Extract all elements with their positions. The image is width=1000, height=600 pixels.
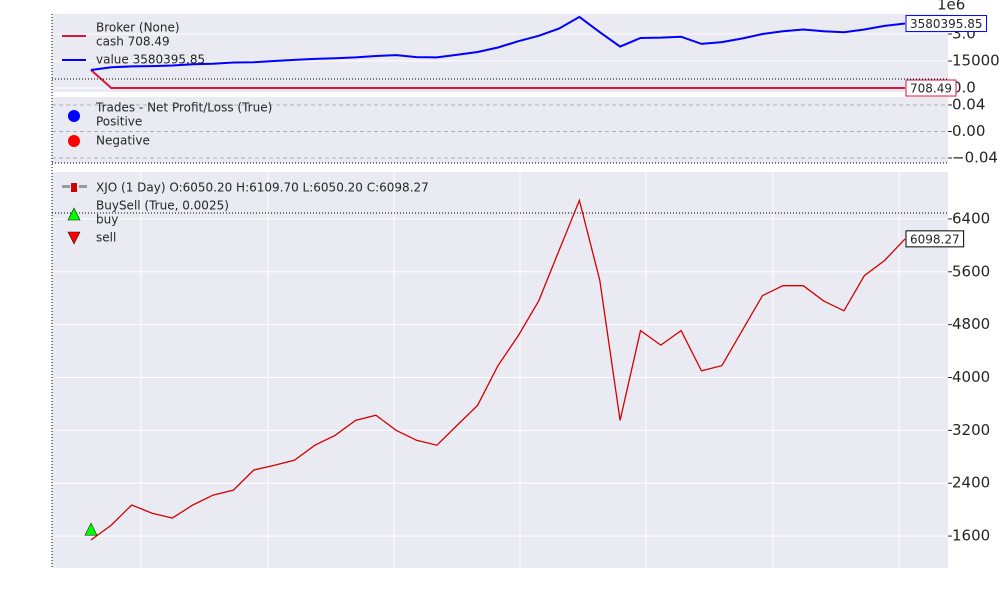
legend-title: Broker (None) [96, 21, 180, 35]
y-tick-label: −0.04 [952, 149, 998, 167]
legend-swatch [62, 185, 70, 188]
legend-swatch [67, 231, 81, 245]
y-tick-label: 6400 [952, 209, 990, 227]
legend-swatch [71, 183, 77, 192]
legend-label: sell [96, 231, 116, 245]
legend-label: XJO (1 Day) O:6050.20 H:6109.70 L:6050.2… [96, 181, 429, 195]
legend-label: value 3580395.85 [96, 53, 205, 67]
y-tick-label: 0.04 [952, 95, 985, 113]
value-label: 3580395.85 [910, 17, 983, 31]
y-tick-label: 4800 [952, 315, 990, 333]
y-tick-label: 1600 [952, 527, 990, 545]
value-label-box [905, 79, 957, 97]
legend-title: Trades - Net Profit/Loss (True) [95, 101, 272, 115]
y-tick-label: 1500000 [952, 52, 1000, 70]
y-tick-label: 4000 [952, 368, 990, 386]
y-tick-label: 3200 [952, 421, 990, 439]
panel-background [52, 97, 948, 163]
panel-background [52, 172, 948, 568]
y-tick-label: 5600 [952, 262, 990, 280]
series-line [90, 69, 905, 89]
series-line [90, 15, 906, 71]
legend-swatch [79, 185, 87, 188]
marker [84, 522, 98, 536]
value-label: 6098.27 [910, 232, 960, 246]
value-label-box [905, 230, 965, 248]
value-label: 708.49 [910, 82, 952, 96]
legend-label: cash 708.49 [96, 35, 170, 49]
value-label-box [905, 15, 988, 33]
y-tick-label: 0.00 [952, 122, 985, 140]
y-tick-label: 0.0 [952, 79, 976, 97]
legend-label: Negative [96, 134, 150, 148]
y-tick-label: 2400 [952, 474, 990, 492]
axis-offset-label: 1e6 [937, 0, 965, 14]
series-line [90, 198, 906, 541]
legend-swatch [68, 110, 80, 122]
legend-title: BuySell (True, 0.0025) [96, 199, 229, 213]
legend-swatch [68, 135, 80, 147]
legend-swatch [67, 207, 81, 221]
legend-label: buy [96, 213, 118, 227]
legend-label: Positive [96, 115, 142, 129]
